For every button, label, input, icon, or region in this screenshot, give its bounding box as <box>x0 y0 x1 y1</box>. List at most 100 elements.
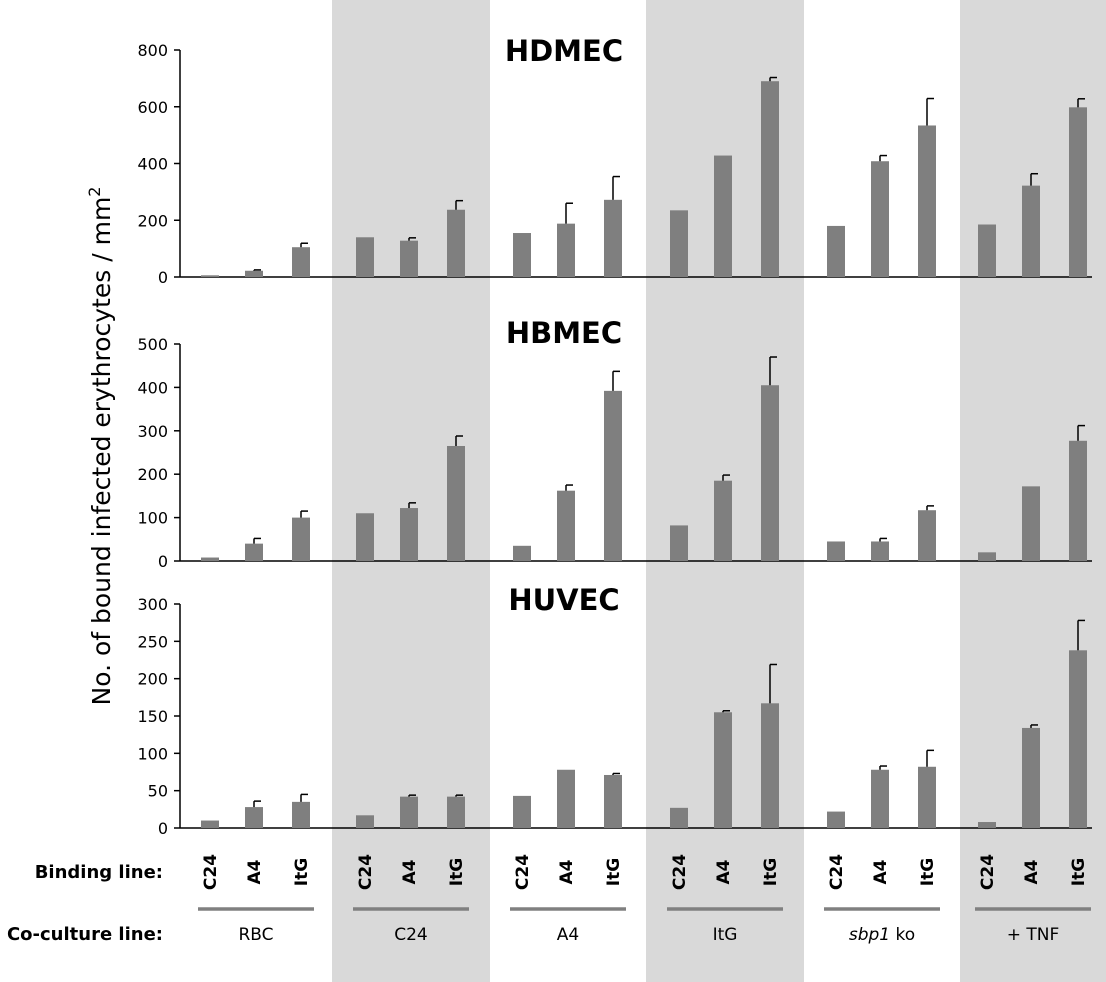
binding-line-tick: C24 <box>356 854 376 890</box>
bottom-labels: Binding line: Co-culture line: C24 A4 ItG R… <box>7 854 1091 945</box>
bar <box>1022 185 1040 277</box>
binding-line-tick: A4 <box>245 859 265 884</box>
binding-line-tick: C24 <box>827 854 847 890</box>
bar <box>1022 727 1040 828</box>
coculture-group-label: C24 <box>394 925 428 945</box>
y-tick-label: 50 <box>148 782 168 801</box>
bar <box>1069 107 1087 277</box>
binding-line-tick: C24 <box>670 854 690 890</box>
y-tick-label: 0 <box>158 819 168 838</box>
binding-line-tick: A4 <box>557 859 577 884</box>
coculture-group-label: sbp1 ko <box>849 925 915 945</box>
bar <box>447 796 465 828</box>
bar <box>447 445 465 561</box>
binding-line-tick: ItG <box>1069 858 1089 886</box>
bar <box>918 510 936 561</box>
bar <box>978 224 996 277</box>
bar <box>245 807 263 828</box>
y-tick-label: 200 <box>137 670 168 689</box>
panel-huvec: 0 50 100 150 200 250 300 HUVEC <box>137 583 1092 838</box>
bar <box>557 223 575 277</box>
panel-title: HDMEC <box>505 34 623 68</box>
bar <box>292 247 310 277</box>
panel-title: HBMEC <box>506 316 622 350</box>
coculture-group-label: A4 <box>557 925 579 945</box>
bar <box>400 796 418 828</box>
binding-line-tick: A4 <box>1022 859 1042 884</box>
y-axis-label-superscript: 2 <box>85 187 104 197</box>
bar <box>557 769 575 828</box>
bar <box>871 161 889 277</box>
binding-line-tick: ItG <box>292 858 312 886</box>
coculture-group-label-italic: sbp1 <box>849 925 890 945</box>
panel-title: HUVEC <box>508 583 619 617</box>
binding-line-tick: ItG <box>761 858 781 886</box>
bar <box>761 703 779 828</box>
binding-line-tick: A4 <box>871 859 891 884</box>
coculture-line-label: Co-culture line: <box>7 924 163 945</box>
panel-hbmec: 0 100 200 300 400 500 HBMEC <box>137 316 1092 571</box>
bar <box>871 769 889 828</box>
bar <box>201 820 219 828</box>
bar <box>827 541 845 561</box>
coculture-group-label: + TNF <box>1007 925 1060 945</box>
bar <box>604 199 622 277</box>
bar <box>292 801 310 828</box>
bar <box>245 543 263 561</box>
bar <box>356 237 374 277</box>
y-tick-label: 300 <box>137 595 168 614</box>
bar <box>714 155 732 277</box>
bar <box>761 385 779 561</box>
y-tick-label: 600 <box>137 98 168 117</box>
y-tick-label: 0 <box>158 552 168 571</box>
binding-line-tick: C24 <box>978 854 998 890</box>
y-tick-label: 200 <box>137 465 168 484</box>
bar <box>827 225 845 277</box>
bar <box>918 125 936 277</box>
y-tick-label: 150 <box>137 707 168 726</box>
bar <box>447 209 465 277</box>
binding-line-label: Binding line: <box>35 862 163 883</box>
coculture-group-label: RBC <box>238 925 273 945</box>
y-tick-label: 300 <box>137 422 168 441</box>
bar <box>557 490 575 561</box>
bar <box>714 712 732 828</box>
binding-line-tick: C24 <box>201 854 221 890</box>
bar <box>356 815 374 828</box>
bar <box>292 517 310 561</box>
bar <box>978 822 996 828</box>
bar <box>714 480 732 561</box>
y-tick-label: 500 <box>137 335 168 354</box>
bar <box>918 766 936 828</box>
bar <box>356 513 374 561</box>
bar <box>670 210 688 277</box>
bar <box>604 774 622 828</box>
bar <box>604 390 622 561</box>
bar <box>513 545 531 561</box>
bar <box>201 275 219 277</box>
coculture-group-label: ItG <box>713 925 738 945</box>
y-tick-label: 800 <box>137 41 168 60</box>
y-tick-label: 250 <box>137 632 168 651</box>
bar <box>400 240 418 277</box>
panel-hdmec: 0 200 400 600 800 HDMEC <box>137 34 1092 287</box>
bar <box>513 233 531 277</box>
y-tick-label: 100 <box>137 509 168 528</box>
coculture-group-label-rest: ko <box>890 925 915 945</box>
bar <box>871 541 889 561</box>
y-tick-label: 0 <box>158 268 168 287</box>
bar <box>513 795 531 828</box>
bar <box>827 811 845 828</box>
binding-line-tick: ItG <box>447 858 467 886</box>
bar <box>978 552 996 561</box>
binding-line-tick: C24 <box>513 854 533 890</box>
binding-line-tick: ItG <box>604 858 624 886</box>
bar <box>1022 486 1040 561</box>
bar <box>670 807 688 828</box>
y-tick-label: 400 <box>137 155 168 174</box>
bar <box>245 270 263 277</box>
binding-line-tick: A4 <box>714 859 734 884</box>
bar <box>670 525 688 561</box>
